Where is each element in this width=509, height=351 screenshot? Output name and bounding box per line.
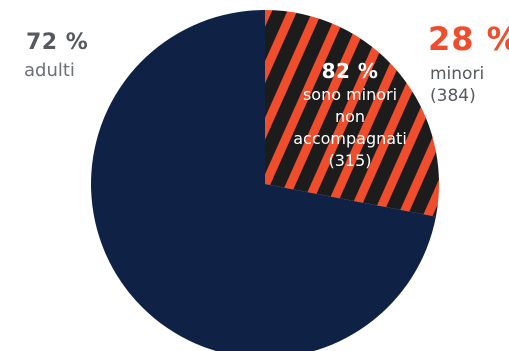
minors-percent-label: 28 %	[428, 20, 509, 58]
unaccompanied-count-label: (315)	[328, 151, 372, 170]
pie-slice-adults	[91, 10, 436, 351]
unaccompanied-percent-label: 82 %	[321, 59, 379, 83]
minors-count-label: (384)	[430, 86, 476, 106]
unaccompanied-line-3: accompagnati	[293, 129, 407, 148]
minors-label: minori	[430, 64, 485, 84]
unaccompanied-annotation: 82 % sono minori non accompagnati (315)	[266, 58, 434, 172]
unaccompanied-line-1: sono minori	[302, 85, 398, 104]
unaccompanied-line-2: non	[334, 107, 366, 126]
pie-slice-minors	[265, 10, 440, 217]
adults-label: adulti	[24, 60, 75, 81]
adults-percent-label: 72 %	[26, 30, 89, 55]
